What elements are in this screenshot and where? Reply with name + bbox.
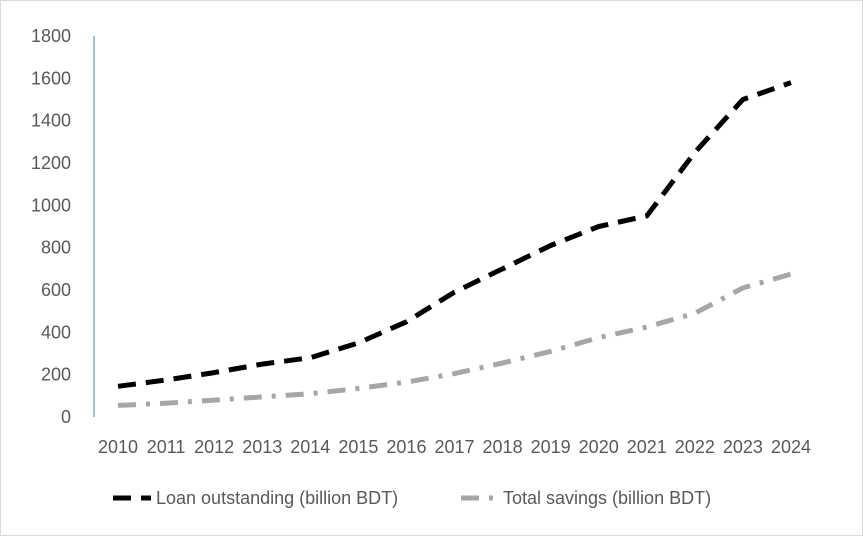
x-tick-label: 2019 xyxy=(531,437,571,457)
x-tick-label: 2020 xyxy=(579,437,619,457)
legend: Loan outstanding (billion BDT) Total savi… xyxy=(113,488,711,508)
series-line-1 xyxy=(117,80,792,389)
y-tick-label: 400 xyxy=(41,322,71,342)
x-tick-label: 2022 xyxy=(675,437,715,457)
series-line-2 xyxy=(117,271,792,408)
x-tick-label: 2016 xyxy=(386,437,426,457)
y-tick-label: 1800 xyxy=(31,26,71,46)
x-tick-label: 2011 xyxy=(147,437,186,457)
y-tick-label: 600 xyxy=(41,280,71,300)
x-tick-label: 2023 xyxy=(723,437,763,457)
y-tick-label: 0 xyxy=(61,407,71,427)
y-tick-label: 200 xyxy=(41,365,71,385)
y-tick-label: 1600 xyxy=(31,68,71,88)
y-axis-tick-labels: 0 200 400 600 800 1000 1200 1400 1600 1800 xyxy=(31,26,71,427)
series-lines xyxy=(117,80,792,408)
x-tick-label: 2010 xyxy=(98,437,138,457)
x-tick-label: 2013 xyxy=(242,437,282,457)
y-tick-label: 1200 xyxy=(31,153,71,173)
x-tick-label: 2018 xyxy=(483,437,523,457)
x-tick-label: 2017 xyxy=(434,437,474,457)
legend-label-2: Total savings (billion BDT) xyxy=(503,488,711,508)
y-tick-label: 1400 xyxy=(31,111,71,131)
y-tick-label: 1000 xyxy=(31,195,71,215)
y-tick-label: 800 xyxy=(41,238,71,258)
x-tick-label: 2015 xyxy=(338,437,378,457)
x-axis-tick-labels: 2010 2011 2012 2013 2014 2015 2016 2017 2018 2019… xyxy=(98,437,811,457)
legend-label-1: Loan outstanding (billion BDT) xyxy=(156,488,398,508)
x-tick-label: 2014 xyxy=(290,437,330,457)
x-tick-label: 2021 xyxy=(627,437,667,457)
x-tick-label: 2012 xyxy=(194,437,234,457)
x-tick-label: 2024 xyxy=(771,437,811,457)
